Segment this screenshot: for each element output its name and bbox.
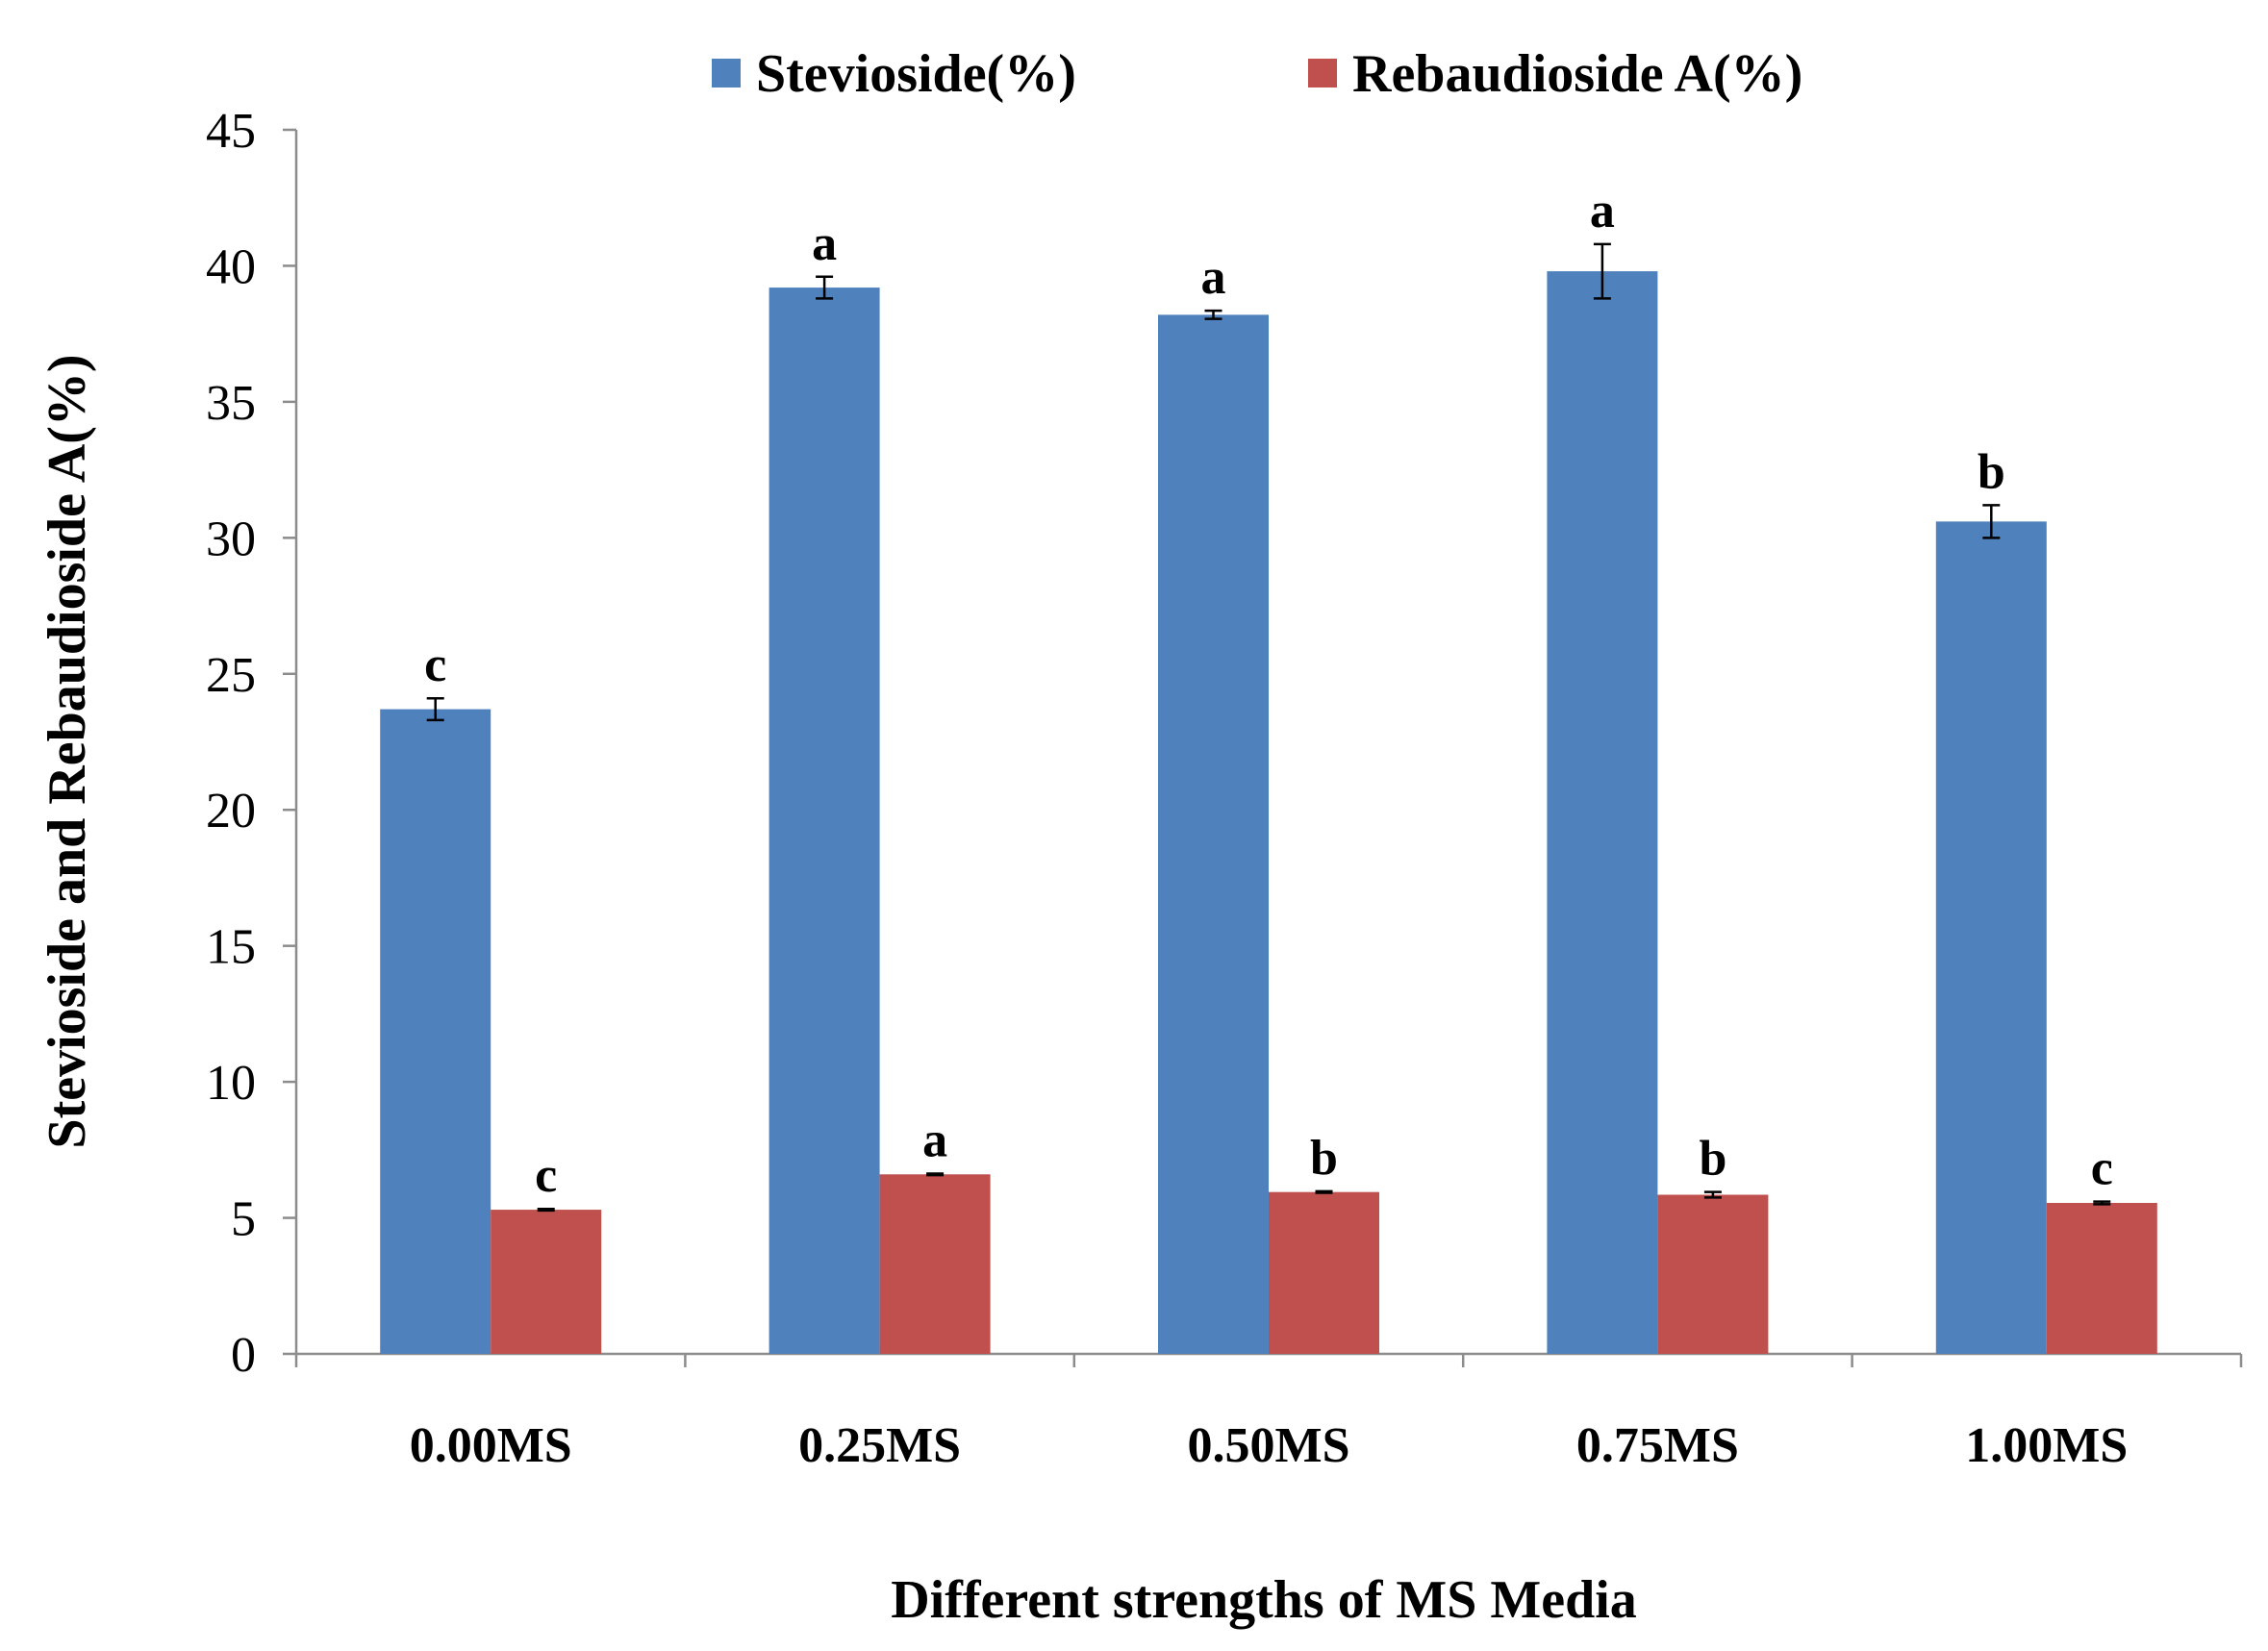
rebaudioside-bar: [1657, 1194, 1769, 1354]
rebaudioside-bar: [1269, 1191, 1379, 1354]
y-axis: 0 5 10 15 20 25 30 35 40 45: [206, 104, 298, 1383]
y-tick-label: 45: [206, 104, 256, 159]
significance-label: c: [535, 1148, 557, 1203]
bars: c c a a a b a b b c: [380, 184, 2157, 1354]
significance-label: a: [812, 216, 837, 271]
y-tick-label: 40: [206, 239, 256, 294]
significance-label: b: [1978, 444, 2005, 499]
x-tick-label: 1.00MS: [1965, 1418, 2128, 1473]
y-axis-title: Stevioside and Rebaudioside A(%): [38, 354, 97, 1148]
x-tick-label: 0.25MS: [798, 1418, 961, 1473]
y-tick-label: 10: [206, 1056, 256, 1111]
x-axis-title: Different strengths of MS Media: [891, 1570, 1637, 1630]
stevioside-bar: [769, 288, 880, 1354]
stevioside-bar: [380, 709, 491, 1354]
rebaudioside-bar: [491, 1210, 602, 1354]
y-tick-label: 30: [206, 512, 256, 566]
legend: Stevioside(%) Rebaudioside A(%): [712, 44, 1802, 104]
y-tick-label: 5: [231, 1192, 256, 1247]
stevioside-bar: [1935, 521, 2047, 1354]
stevioside-bar: [1547, 271, 1658, 1354]
significance-label: b: [1310, 1131, 1338, 1186]
significance-label: b: [1699, 1132, 1726, 1187]
x-tick-label: 0.50MS: [1188, 1418, 1350, 1473]
legend-label: Rebaudioside A(%): [1352, 44, 1802, 104]
y-tick-label: 20: [206, 784, 256, 838]
x-axis: 0.00MS 0.25MS 0.50MS 0.75MS 1.00MS: [294, 1352, 2243, 1473]
significance-label: a: [1590, 184, 1615, 238]
significance-label: c: [424, 638, 446, 692]
y-tick-label: 0: [231, 1328, 256, 1383]
stevioside-bar: [1158, 314, 1269, 1354]
rebaudioside-bar: [879, 1174, 991, 1354]
legend-swatch: [712, 59, 741, 88]
y-tick-label: 15: [206, 920, 256, 975]
significance-label: a: [1201, 250, 1226, 305]
x-tick-label: 0.00MS: [410, 1418, 572, 1473]
x-tick-label: 0.75MS: [1576, 1418, 1739, 1473]
significance-label: c: [2091, 1141, 2113, 1196]
legend-swatch: [1308, 59, 1337, 88]
y-tick-label: 35: [206, 376, 256, 431]
y-tick-label: 25: [206, 648, 256, 703]
rebaudioside-bar: [2046, 1202, 2157, 1354]
significance-label: a: [922, 1113, 947, 1167]
legend-label: Stevioside(%): [756, 44, 1076, 104]
